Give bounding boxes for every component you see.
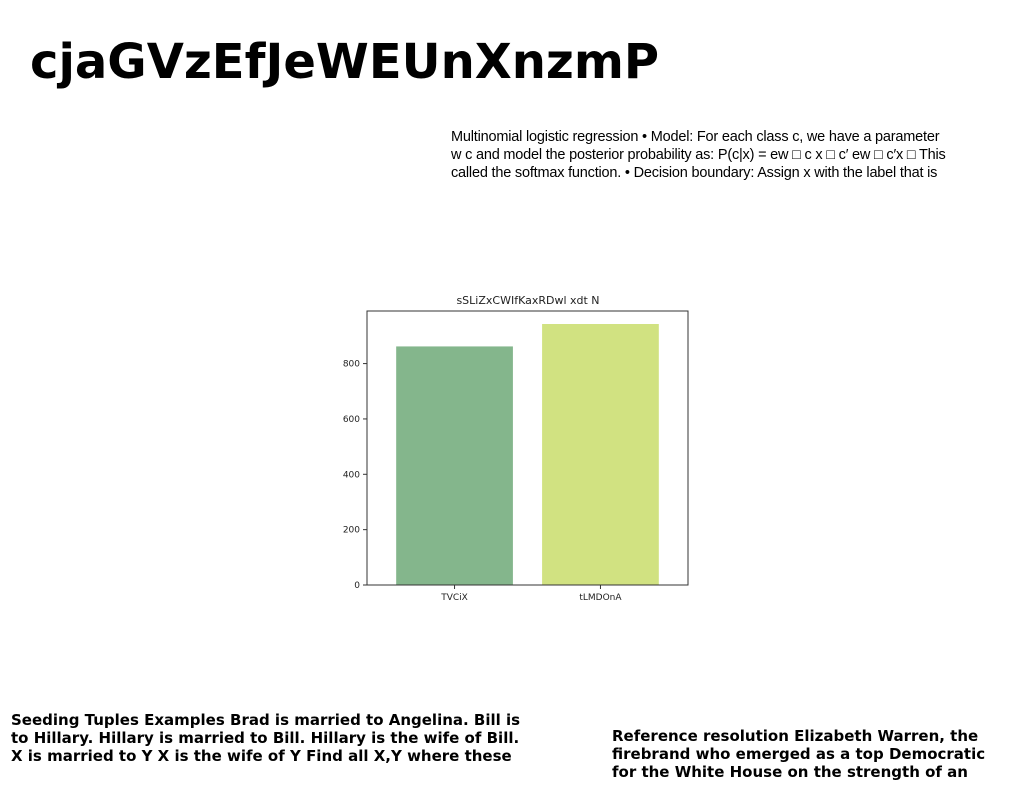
bar-chart-svg: sSLiZxCWIfKaxRDwl xdt N 0 200 400 600 800 TV… bbox=[343, 294, 689, 603]
reference-resolution-text: Reference resolution Elizabeth Warren, t… bbox=[612, 727, 1012, 781]
y-axis: 0 200 400 600 800 bbox=[343, 360, 367, 591]
seeding-tuples-text: Seeding Tuples Examples Brad is married … bbox=[11, 711, 556, 765]
seeding-tuples-line: Seeding Tuples Examples Brad is married … bbox=[11, 711, 521, 729]
bar-tLMDOnA bbox=[542, 324, 659, 585]
x-tick-label: TVCiX bbox=[440, 593, 468, 603]
y-tick-label: 800 bbox=[343, 360, 360, 370]
y-tick-label: 600 bbox=[343, 415, 360, 425]
y-tick-label: 200 bbox=[343, 526, 360, 536]
seeding-tuples-line: to Hillary. Hillary is married to Bill. … bbox=[11, 729, 520, 747]
reference-resolution-line: firebrand who emerged as a top Democrati… bbox=[612, 745, 986, 763]
page-title: cjaGVzEfJeWEUnXnzmP bbox=[30, 34, 660, 90]
abstract-text: Multinomial logistic regression • Model:… bbox=[451, 128, 1024, 182]
plot-frame bbox=[366, 310, 689, 586]
seeding-tuples-line: X is married to Y X is the wife of Y Fin… bbox=[11, 747, 512, 765]
reference-resolution-line: Reference resolution Elizabeth Warren, t… bbox=[612, 727, 979, 745]
bar-TVCiX bbox=[396, 346, 513, 585]
x-tick-label: tLMDOnA bbox=[579, 593, 622, 603]
reference-resolution-line: for the White House on the strength of a… bbox=[612, 763, 968, 781]
y-tick-label: 0 bbox=[354, 581, 360, 591]
bar-chart: sSLiZxCWIfKaxRDwl xdt N 0 200 400 600 800 TV… bbox=[330, 288, 710, 608]
abstract-line: w c and model the posterior probability … bbox=[451, 147, 946, 163]
y-tick-label: 400 bbox=[343, 470, 360, 480]
chart-title: sSLiZxCWIfKaxRDwl xdt N bbox=[456, 294, 599, 307]
abstract-line: called the softmax function. • Decision … bbox=[451, 165, 938, 181]
bars-layer bbox=[396, 324, 659, 585]
x-axis: TVCiX tLMDOnA bbox=[440, 585, 622, 603]
abstract-line: Multinomial logistic regression • Model:… bbox=[451, 129, 940, 145]
